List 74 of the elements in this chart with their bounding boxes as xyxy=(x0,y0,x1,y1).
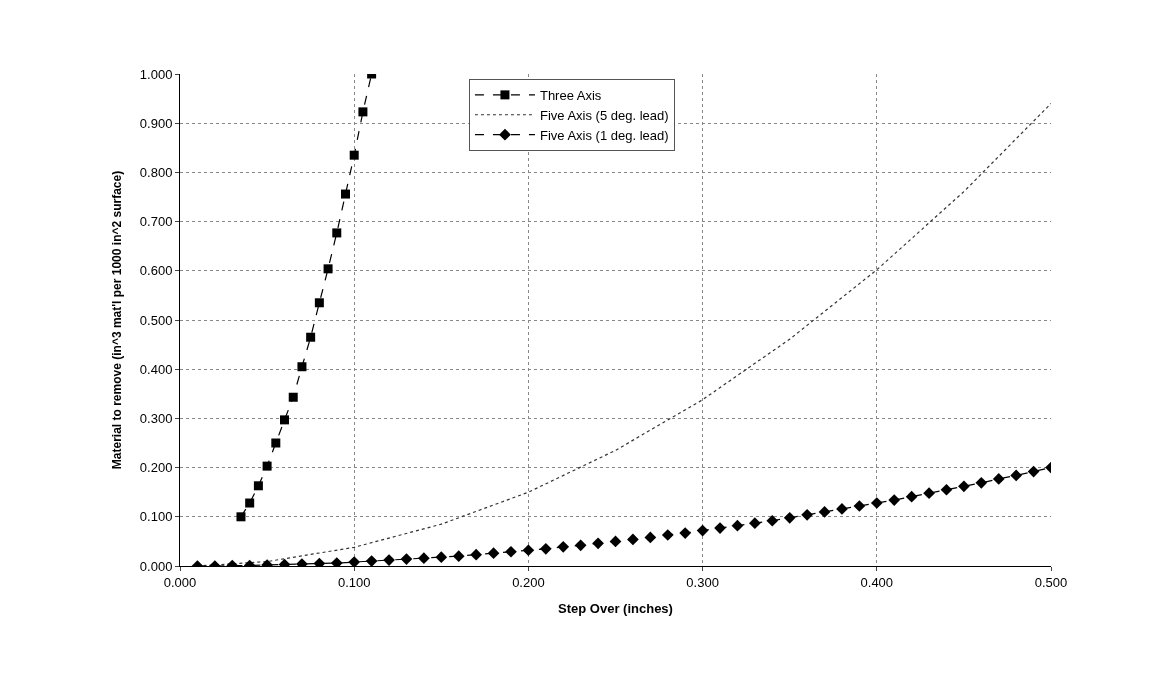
point xyxy=(365,555,378,566)
y-tick-label: 1.000 xyxy=(139,66,173,82)
point xyxy=(349,150,359,160)
y-tick-label: 0.500 xyxy=(139,312,173,328)
point xyxy=(801,508,813,521)
point xyxy=(400,553,413,565)
point xyxy=(592,537,604,550)
y-tick-label: 0.800 xyxy=(139,164,173,180)
point xyxy=(783,511,796,524)
x-tick-label: 0.400 xyxy=(860,574,894,590)
point xyxy=(679,527,692,539)
point xyxy=(288,392,298,402)
x-tick-label: 0.100 xyxy=(337,574,371,590)
point xyxy=(236,512,246,522)
point xyxy=(522,544,535,557)
point xyxy=(627,533,639,546)
point xyxy=(870,497,883,509)
point xyxy=(853,500,866,512)
point xyxy=(505,545,517,558)
x-tick-label: 0.200 xyxy=(512,574,545,590)
point xyxy=(992,473,1005,485)
point xyxy=(557,540,570,553)
point xyxy=(818,506,831,518)
y-tick-label: 0.600 xyxy=(139,263,173,279)
point xyxy=(340,189,350,199)
point xyxy=(297,362,307,372)
legend-label: Five Axis (1 deg. lead) xyxy=(539,127,669,143)
point xyxy=(323,264,333,274)
point xyxy=(1027,465,1040,478)
point xyxy=(271,438,281,448)
point xyxy=(539,542,552,555)
point xyxy=(696,524,709,537)
point xyxy=(609,535,622,548)
point xyxy=(262,461,272,471)
point xyxy=(245,498,255,508)
point xyxy=(435,551,448,563)
x-tick-label: 0.500 xyxy=(1034,574,1068,590)
x-axis-title: Step Over (inches) xyxy=(558,601,673,617)
point xyxy=(958,480,970,493)
y-tick-label: 0.700 xyxy=(139,214,173,230)
point xyxy=(314,298,324,308)
y-tick-label: 0.400 xyxy=(139,361,173,377)
point xyxy=(940,483,953,496)
y-tick-label: 0.200 xyxy=(139,460,173,476)
point xyxy=(470,548,482,561)
point xyxy=(749,517,761,530)
point xyxy=(253,481,263,491)
point xyxy=(1010,469,1023,482)
point xyxy=(332,228,342,238)
y-tick-label: 0.900 xyxy=(139,115,173,131)
x-tick-label: 0.000 xyxy=(163,574,197,590)
y-axis-title: Material to remove (in^3 mat'l per 1000 in^2 surface) xyxy=(110,170,125,470)
point xyxy=(452,550,465,563)
point xyxy=(766,514,779,527)
point xyxy=(280,415,290,425)
x-tick-label: 0.300 xyxy=(686,574,719,590)
point xyxy=(348,556,361,566)
point xyxy=(888,494,901,506)
point xyxy=(574,539,587,552)
point xyxy=(306,332,316,342)
point xyxy=(644,531,657,544)
legend-label: Five Axis (5 deg. lead) xyxy=(539,107,669,123)
point xyxy=(487,547,500,560)
point xyxy=(923,487,935,500)
point xyxy=(358,107,368,117)
point xyxy=(905,490,918,503)
y-tick-label: 0.000 xyxy=(139,558,173,574)
point xyxy=(731,519,744,532)
legend-label: Three Axis xyxy=(539,87,602,103)
y-tick-label: 0.100 xyxy=(139,509,173,525)
point xyxy=(418,552,430,564)
y-tick-label: 0.300 xyxy=(139,410,173,426)
point xyxy=(975,477,988,489)
point xyxy=(661,529,674,541)
